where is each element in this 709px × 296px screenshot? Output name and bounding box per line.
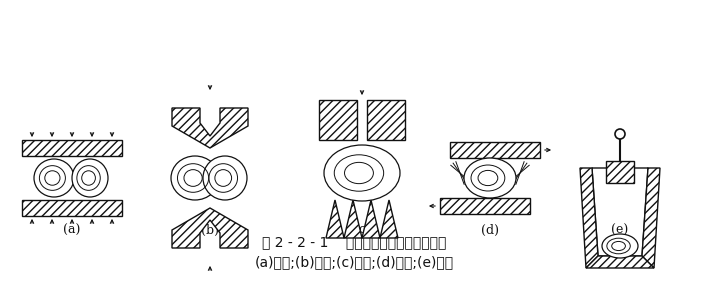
Ellipse shape xyxy=(72,159,108,197)
Ellipse shape xyxy=(464,158,516,198)
Ellipse shape xyxy=(34,159,74,197)
Bar xyxy=(440,198,530,214)
Ellipse shape xyxy=(203,156,247,200)
Ellipse shape xyxy=(324,145,400,201)
Polygon shape xyxy=(642,168,660,268)
Polygon shape xyxy=(172,208,248,248)
Bar xyxy=(22,200,122,216)
Text: (e): (e) xyxy=(611,224,629,237)
Ellipse shape xyxy=(171,156,219,200)
Text: (a): (a) xyxy=(63,224,81,237)
Polygon shape xyxy=(319,100,357,140)
Text: (d): (d) xyxy=(481,224,499,237)
Polygon shape xyxy=(586,256,654,268)
Polygon shape xyxy=(580,168,598,268)
Polygon shape xyxy=(592,168,648,256)
Bar xyxy=(450,142,540,158)
Text: (b): (b) xyxy=(201,224,219,237)
Polygon shape xyxy=(172,108,248,148)
Polygon shape xyxy=(367,100,405,140)
Text: (c): (c) xyxy=(354,224,370,237)
Text: (a)压碎;(b)劈开;(c)折断;(d)磨剥;(e)冲击: (a)压碎;(b)劈开;(c)折断;(d)磨剥;(e)冲击 xyxy=(255,255,454,269)
Bar xyxy=(606,161,634,183)
Circle shape xyxy=(615,129,625,139)
Polygon shape xyxy=(326,200,398,238)
Text: 图 2 - 2 - 1    破碎机械对矿石的施力情形: 图 2 - 2 - 1 破碎机械对矿石的施力情形 xyxy=(262,235,446,249)
Bar xyxy=(22,140,122,156)
Ellipse shape xyxy=(602,234,638,258)
